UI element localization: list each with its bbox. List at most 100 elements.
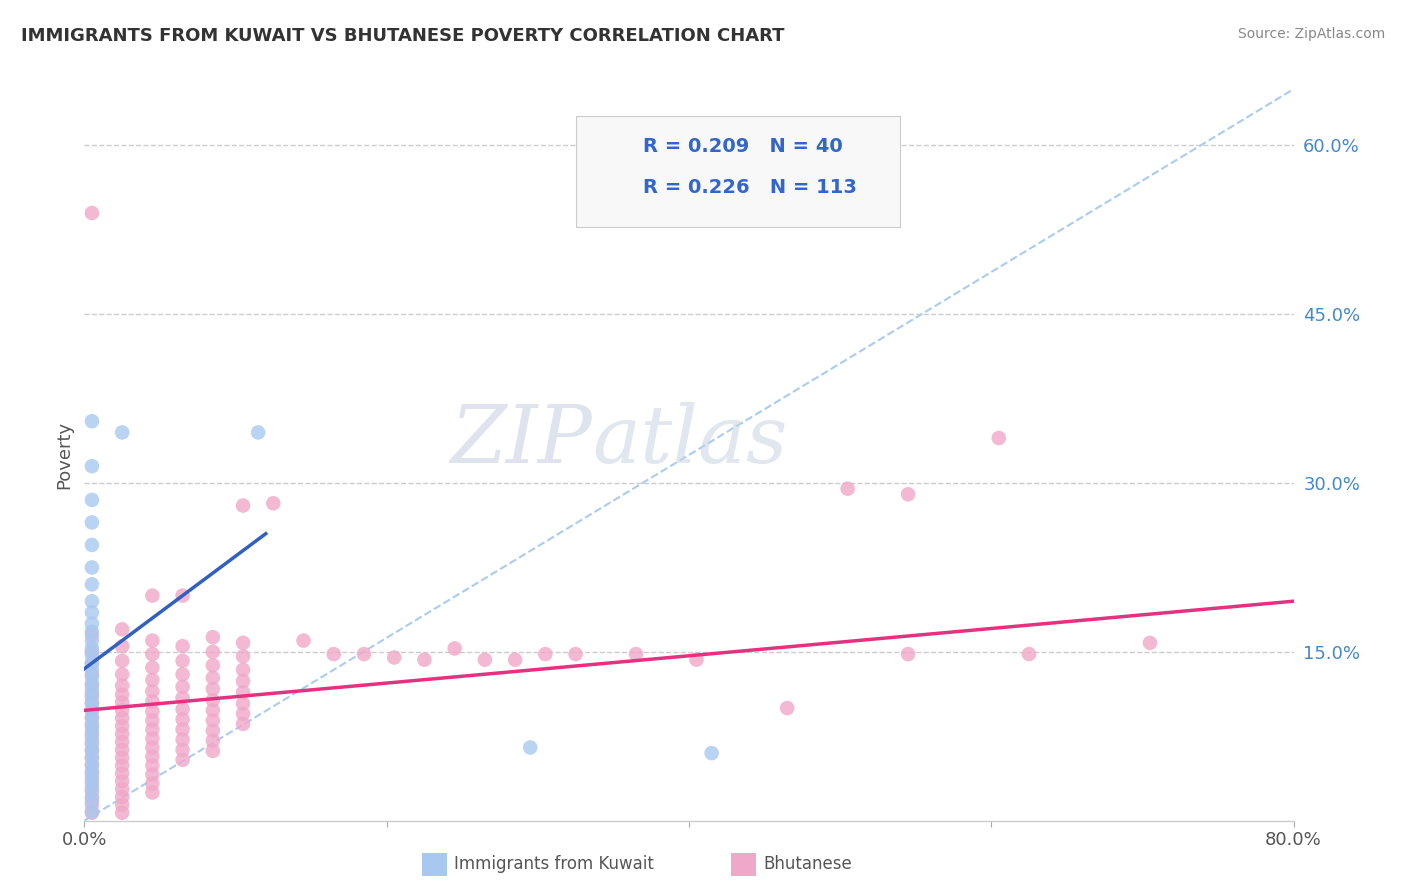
Point — [141, 684, 163, 698]
Point — [80, 633, 103, 648]
Point — [232, 697, 254, 711]
Point — [141, 714, 163, 728]
Point — [987, 431, 1010, 445]
Point — [172, 732, 194, 747]
Point — [80, 538, 103, 552]
Point — [262, 496, 284, 510]
Point — [80, 696, 103, 710]
Point — [80, 560, 103, 574]
Point — [111, 735, 134, 749]
Point — [111, 696, 134, 710]
Point — [80, 805, 103, 819]
Point — [897, 647, 920, 661]
Point — [141, 767, 163, 781]
Point — [232, 663, 254, 677]
Point — [111, 797, 134, 812]
Point — [172, 753, 194, 767]
Point — [80, 797, 103, 812]
Point — [172, 680, 194, 694]
Point — [141, 694, 163, 708]
Point — [232, 499, 254, 513]
Point — [80, 688, 103, 702]
Point — [232, 706, 254, 721]
Point — [837, 482, 859, 496]
Point — [111, 743, 134, 757]
Point — [80, 628, 103, 642]
Point — [111, 654, 134, 668]
Point — [201, 630, 224, 644]
Point — [80, 750, 103, 764]
Point — [413, 653, 436, 667]
Point — [80, 784, 103, 798]
Point — [201, 723, 224, 738]
Point — [80, 624, 103, 639]
Point — [80, 731, 103, 745]
Point — [80, 711, 103, 725]
Point — [80, 492, 103, 507]
Text: Bhutanese: Bhutanese — [763, 855, 852, 873]
Point — [1018, 647, 1040, 661]
Point — [474, 653, 496, 667]
Point — [897, 487, 920, 501]
Point — [141, 740, 163, 755]
Point — [624, 647, 647, 661]
Point — [201, 703, 224, 717]
Point — [80, 758, 103, 772]
Point — [111, 679, 134, 693]
Point — [80, 717, 103, 731]
Point — [80, 743, 103, 757]
Point — [111, 774, 134, 789]
Point — [1139, 636, 1161, 650]
Point — [80, 414, 103, 428]
Text: IMMIGRANTS FROM KUWAIT VS BHUTANESE POVERTY CORRELATION CHART: IMMIGRANTS FROM KUWAIT VS BHUTANESE POVE… — [21, 27, 785, 45]
Point — [172, 639, 194, 653]
Point — [80, 793, 103, 807]
Point — [776, 701, 799, 715]
Point — [232, 649, 254, 664]
Point — [172, 702, 194, 716]
Point — [201, 681, 224, 696]
Point — [111, 688, 134, 702]
Point — [141, 660, 163, 674]
Point — [80, 723, 103, 738]
Point — [201, 693, 224, 707]
Point — [80, 683, 103, 698]
Point — [80, 616, 103, 631]
Point — [172, 589, 194, 603]
Point — [80, 727, 103, 741]
Point — [141, 673, 163, 687]
Point — [80, 735, 103, 749]
Point — [111, 667, 134, 681]
Y-axis label: Poverty: Poverty — [55, 421, 73, 489]
Point — [80, 606, 103, 620]
Point — [111, 782, 134, 797]
Point — [111, 805, 134, 820]
Point — [172, 712, 194, 726]
Point — [111, 719, 134, 733]
Point — [111, 639, 134, 653]
Point — [172, 723, 194, 737]
Point — [80, 697, 103, 711]
Point — [201, 645, 224, 659]
Point — [80, 656, 103, 670]
Point — [141, 589, 163, 603]
Point — [172, 654, 194, 668]
Point — [141, 749, 163, 764]
Point — [292, 633, 315, 648]
Point — [141, 785, 163, 799]
Point — [503, 653, 526, 667]
Point — [232, 674, 254, 689]
Point — [80, 719, 103, 733]
Point — [80, 206, 103, 220]
Point — [111, 790, 134, 805]
Point — [172, 743, 194, 757]
Point — [80, 710, 103, 724]
Point — [80, 703, 103, 717]
Point — [382, 650, 405, 665]
Point — [80, 805, 103, 820]
Point — [80, 737, 103, 751]
Point — [700, 746, 723, 760]
Point — [247, 425, 270, 440]
Point — [80, 750, 103, 764]
Point — [80, 656, 103, 670]
